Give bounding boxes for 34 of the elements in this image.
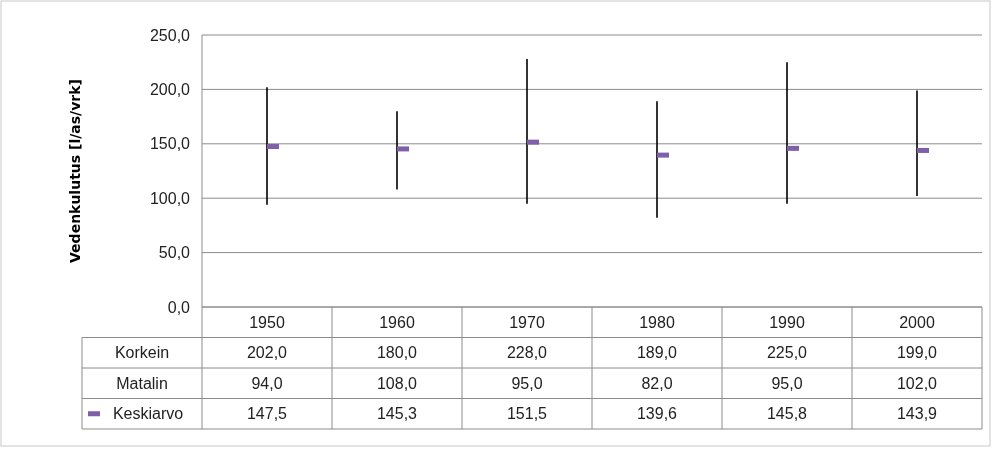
y-tick-label: 100,0: [149, 189, 191, 207]
data-label: 147,5: [246, 405, 288, 423]
text: 225,0: [766, 344, 808, 362]
text: 95,0: [771, 374, 803, 392]
x-tick-label: 2000: [899, 313, 935, 331]
text: 202,0: [246, 344, 288, 362]
x-tick-label: 1980: [639, 313, 675, 331]
text: 82,0: [641, 374, 673, 392]
y-tick-label: 0,0: [167, 298, 191, 316]
x-tick-label: 1970: [509, 313, 545, 331]
text: 108,0: [376, 374, 418, 392]
y-tick-label: 250,0: [149, 26, 191, 44]
data-label: 145,3: [376, 405, 418, 423]
data-label: 143,9: [896, 405, 938, 423]
data-label: 139,6: [636, 405, 678, 423]
y-tick-label: 50,0: [158, 244, 191, 262]
x-tick-label: 1990: [769, 313, 805, 331]
y-axis-title: Vedenkulutus [l/as/vrk]: [67, 79, 83, 263]
text: 94,0: [251, 374, 283, 392]
y-tick-label: 150,0: [149, 135, 191, 153]
text: 180,0: [376, 344, 418, 362]
data-label: 145,8: [766, 405, 808, 423]
legend-label: Keskiarvo: [112, 405, 184, 423]
text: Korkein: [114, 344, 170, 362]
text: 189,0: [636, 344, 678, 362]
data-label: 151,5: [506, 405, 548, 423]
x-tick-label: 1950: [249, 313, 285, 331]
text: 102,0: [896, 374, 938, 392]
text: 95,0: [511, 374, 543, 392]
text: Matalin: [116, 374, 168, 392]
x-tick-label: 1960: [379, 313, 415, 331]
text: 199,0: [896, 344, 938, 362]
text: 228,0: [506, 344, 548, 362]
y-tick-label: 200,0: [149, 81, 191, 98]
